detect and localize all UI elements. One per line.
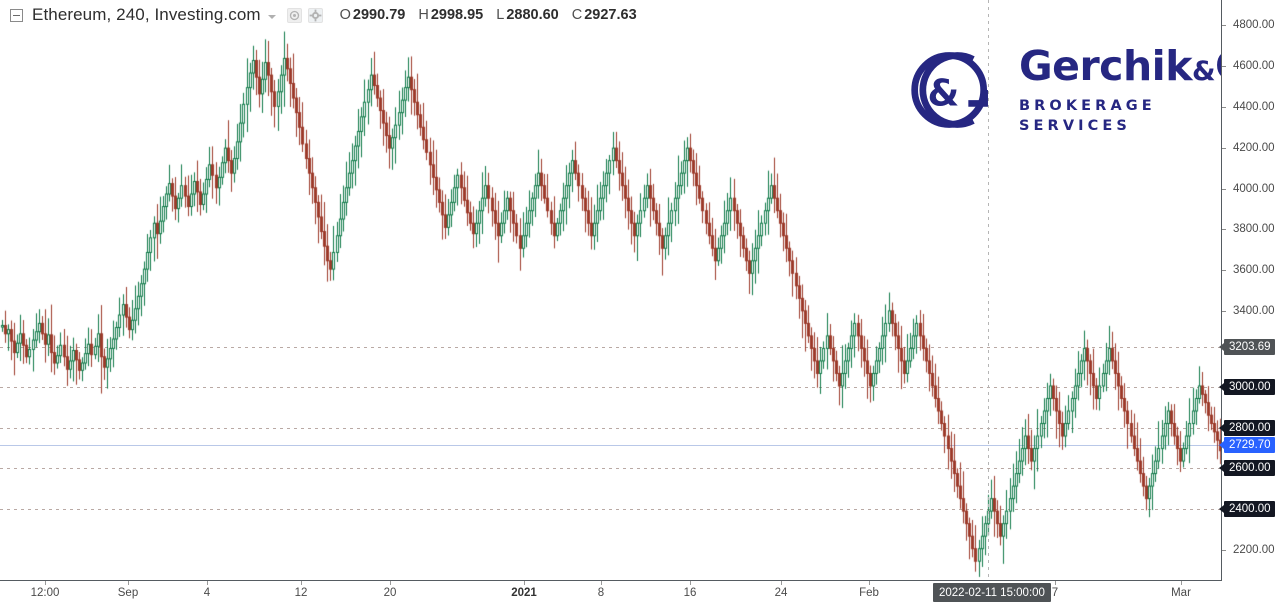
time-tick-label: 8 [597,587,605,599]
collapse-minus-icon[interactable] [10,8,23,22]
ohlc-l: L 2880.60 [496,7,559,23]
time-tick-label: 12 [294,587,308,599]
time-tick-mark [601,581,602,585]
time-tick-mark [207,581,208,585]
ohlc-key: O [339,7,351,23]
badge-pointer [1219,505,1224,513]
time-tick-mark [128,581,129,585]
price-tick-mark [1222,270,1226,271]
candlestick-series[interactable] [0,0,1222,580]
badge-pointer [1219,441,1224,449]
badge-pointer [1219,343,1224,351]
pane-right-border [1221,0,1222,581]
price-tick-label: 3800.00 [1233,223,1275,235]
time-tick-label: Sep [117,587,139,599]
time-tick-mark [45,581,46,585]
price-tick-mark [1222,66,1226,67]
ohlc-key: C [571,7,583,23]
ohlc-o: O 2990.79 [340,7,406,23]
price-level-badge[interactable]: 3203.69 [1219,339,1275,355]
pane-bottom-border [0,580,1222,581]
time-tick-mark [301,581,302,585]
price-level-badge[interactable]: 3000.00 [1219,379,1275,395]
price-level-badge[interactable]: 2800.00 [1219,420,1275,436]
price-axis[interactable]: 4800.00 4600.00 4400.00 4200.00 4000.00 3800.… [1219,0,1280,581]
time-tick-mark [690,581,691,585]
time-tick-mark [1181,581,1182,585]
price-tick-mark [1222,311,1226,312]
badge-pointer [1219,424,1224,432]
badge-pointer [1219,383,1224,391]
ohlc-key: H [418,7,429,23]
time-tick-label: 24 [774,587,788,599]
ohlc-value: 2927.63 [584,7,637,23]
gear-icon[interactable] [307,7,324,24]
ohlc-value: 2998.95 [430,7,484,23]
price-tick-label: 2200.00 [1233,544,1275,556]
time-axis[interactable]: 12:00 Sep 4 12 20 2021 8 16 24 Feb 7 Mar 2022-02-11 … [0,581,1222,607]
time-tick-label: 7 [1051,587,1059,599]
badge-pointer [1219,464,1224,472]
price-tick-label: 4400.00 [1233,101,1275,113]
chart-pane[interactable]: & Gerchik&Co BROKERAGE SERVICES [0,0,1222,580]
price-tick-mark [1222,189,1226,190]
price-tick-label: 4600.00 [1233,60,1275,72]
time-tick-mark [390,581,391,585]
time-tick-label: Mar [1171,587,1191,599]
time-tick-mark [1055,581,1056,585]
crosshair-vertical-line [988,0,989,580]
crosshair-time-tooltip: 2022-02-11 15:00:00 [933,583,1051,602]
price-level-badge[interactable]: 2600.00 [1219,460,1275,476]
visibility-eye-icon[interactable] [286,7,303,24]
ohlc-values: O 2990.79 H 2998.95 L 2880.60 C 2927.63 [340,7,650,23]
ohlc-h: H 2998.95 [418,7,483,23]
time-tick-mark [869,581,870,585]
time-tick-mark [524,581,525,585]
chevron-down-icon[interactable] [267,15,276,19]
price-tick-label: 4200.00 [1233,142,1275,154]
price-tick-mark [1222,229,1226,230]
time-tick-label: 16 [683,587,697,599]
time-tick-label: 4 [203,587,211,599]
ohlc-key: L [496,7,505,23]
price-tick-label: 4800.00 [1233,19,1275,31]
ohlc-value: 2880.60 [506,7,559,23]
price-tick-mark [1222,148,1226,149]
price-tick-label: 3600.00 [1233,264,1275,276]
time-tick-mark [781,581,782,585]
time-tick-label: 12:00 [30,587,60,599]
symbol-title[interactable]: Ethereum, 240, Investing.com [32,5,261,24]
chart-legend: Ethereum, 240, Investing.com [0,0,900,30]
price-tick-mark [1222,25,1226,26]
price-tick-label: 3400.00 [1233,305,1275,317]
price-tick-mark [1222,107,1226,108]
time-tick-label: 2021 [511,587,537,599]
time-tick-label: 20 [383,587,397,599]
last-price-badge[interactable]: 2729.70 [1219,437,1275,453]
ohlc-value: 2990.79 [352,7,406,23]
price-level-badge[interactable]: 2400.00 [1219,501,1275,517]
price-tick-mark [1222,550,1226,551]
price-tick-label: 4000.00 [1233,183,1275,195]
time-tick-label: Feb [859,587,879,599]
ohlc-c: C 2927.63 [572,7,637,23]
